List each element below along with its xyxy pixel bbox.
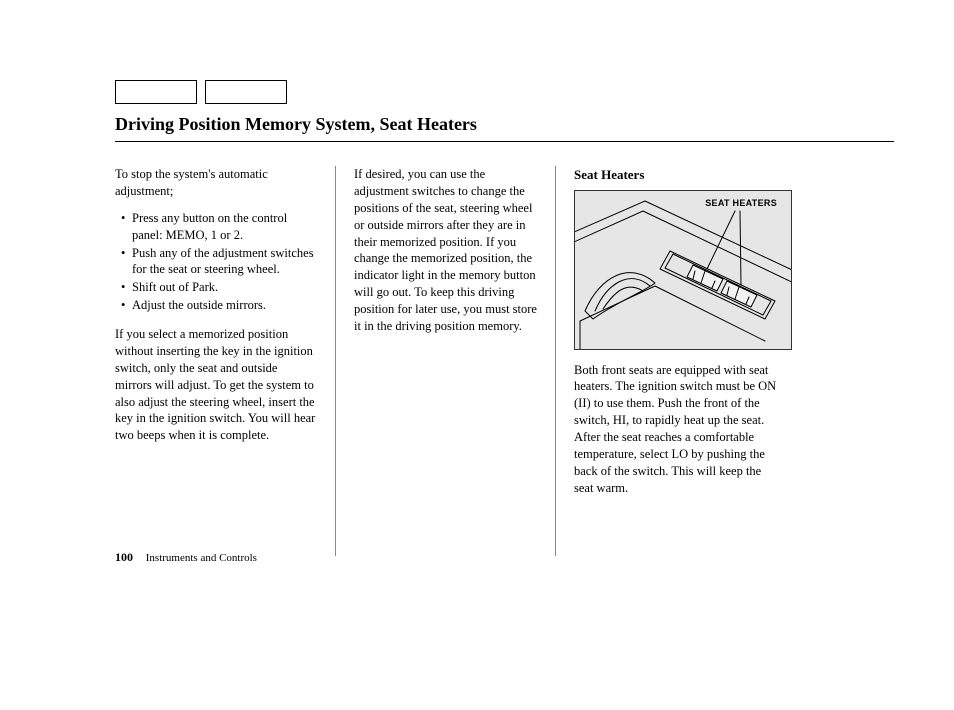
manual-page: Driving Position Memory System, Seat Hea… — [0, 0, 954, 710]
list-item: Push any of the adjustment switches for … — [121, 245, 317, 279]
column-2: If desired, you can use the adjustment s… — [335, 166, 555, 556]
page-number: 100 — [115, 550, 133, 564]
column-1: To stop the system's automatic adjustmen… — [115, 166, 335, 556]
col2-paragraph: If desired, you can use the adjustment s… — [354, 166, 537, 335]
page-title: Driving Position Memory System, Seat Hea… — [115, 114, 894, 142]
page-footer: 100 Instruments and Controls — [115, 550, 257, 565]
seat-heaters-subhead: Seat Heaters — [574, 166, 777, 184]
nav-box-2[interactable] — [205, 80, 287, 104]
illustration-label: SEAT HEATERS — [705, 197, 777, 209]
seat-heaters-svg — [575, 191, 792, 350]
col3-paragraph: Both front seats are equipped with seat … — [574, 362, 777, 497]
header-link-boxes — [115, 80, 894, 104]
stop-adjustment-list: Press any button on the control panel: M… — [121, 210, 317, 314]
seat-heaters-illustration: SEAT HEATERS — [574, 190, 792, 350]
nav-box-1[interactable] — [115, 80, 197, 104]
col1-paragraph: If you select a memorized position witho… — [115, 326, 317, 444]
list-item: Shift out of Park. — [121, 279, 317, 296]
list-item: Press any button on the control panel: M… — [121, 210, 317, 244]
col1-intro: To stop the system's automatic adjustmen… — [115, 166, 317, 200]
content-columns: To stop the system's automatic adjustmen… — [115, 166, 894, 556]
list-item: Adjust the outside mirrors. — [121, 297, 317, 314]
section-name: Instruments and Controls — [146, 552, 257, 564]
column-3: Seat Heaters SEAT HEATERS — [555, 166, 795, 556]
